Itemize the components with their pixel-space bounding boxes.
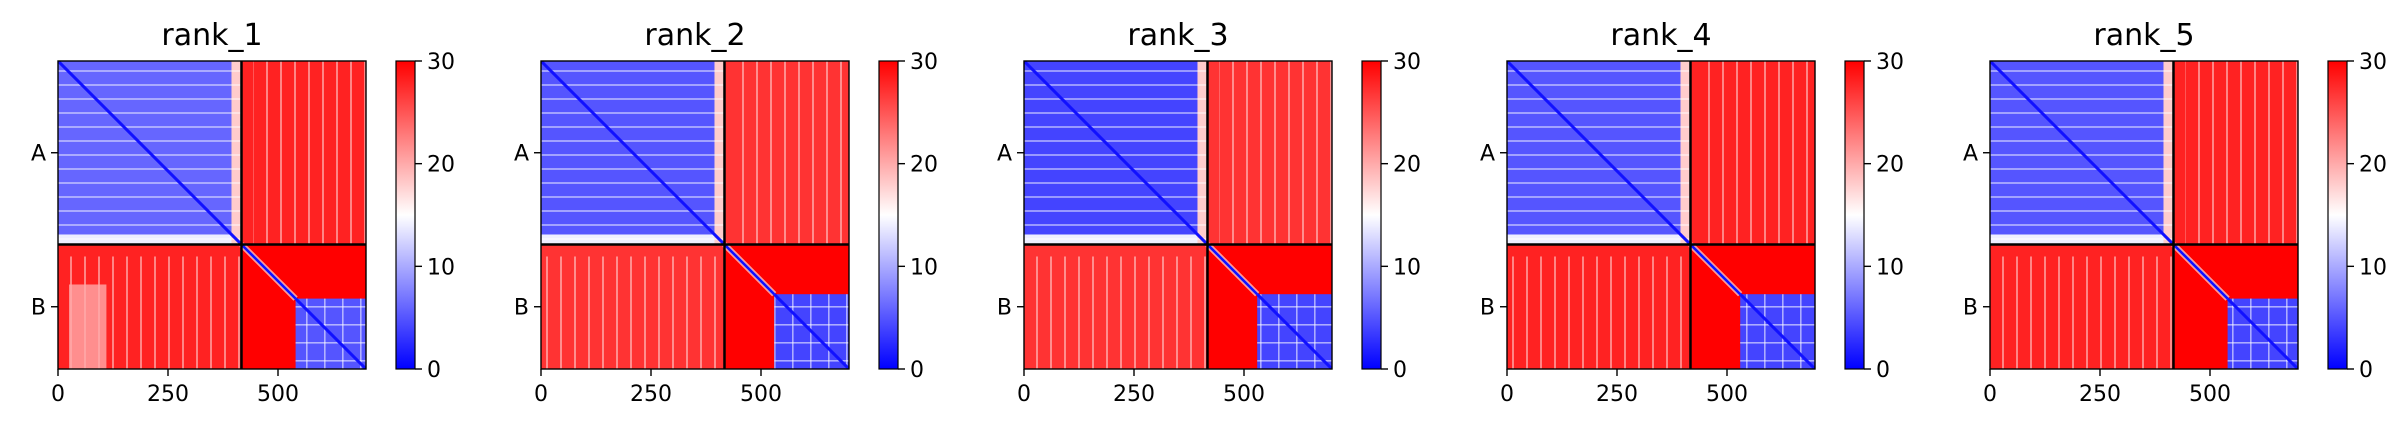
colorbar-tick-label: 30 [1393,50,1421,75]
heatmap-frame [1989,60,2299,370]
colorbar-tick-label: 30 [427,50,455,75]
panel-title: rank_2 [644,18,745,53]
colorbar-tick-label: 10 [1393,255,1421,280]
x-tick-label: 500 [2189,382,2231,407]
colorbar-tick-label: 30 [910,50,938,75]
x-tick-label: 250 [1113,382,1155,407]
y-tick-label: A [1480,142,1495,167]
heatmap-frame [57,60,367,370]
colorbar [2327,60,2348,370]
a-b-texture [1702,61,1815,245]
colorbar-tick-label: 30 [1876,50,1904,75]
heatmap-panel-4: rank_4 0 250 500 A B 0 10 20 30 [1480,18,1904,407]
x-tick-label: 250 [2079,382,2121,407]
heatmap-cells [1990,61,2298,369]
x-tick-label: 0 [51,382,65,407]
colorbar [878,60,899,370]
a-b-texture [253,61,366,245]
panel-title: rank_3 [1127,18,1228,53]
heatmap-cells [1024,61,1332,369]
b-a-texture [541,256,725,369]
heatmap-cells [541,61,849,369]
b-a-texture [1990,256,2174,369]
a-b-texture [2185,61,2298,245]
colorbar-tick-label: 0 [1876,358,1890,383]
panel-title: rank_5 [2093,18,2194,53]
x-tick-label: 250 [1596,382,1638,407]
diagonal [1689,243,1742,296]
b-a-texture [1024,256,1208,369]
x-tick-label: 0 [534,382,548,407]
colorbar-tick-label: 20 [1393,153,1421,178]
heatmap-panel-2: rank_2 0 250 500 A B 0 10 20 30 [514,18,938,407]
y-tick-label: A [1963,142,1978,167]
heatmap-frame [1506,60,1816,370]
heatmap-cells [1507,61,1815,369]
colorbar-tick-label: 10 [427,255,455,280]
colorbar-tick-label: 20 [427,153,455,178]
heatmap-frame [1023,60,1333,370]
colorbar-tick-label: 20 [1876,153,1904,178]
y-tick-label: B [997,296,1012,321]
diagonal [240,243,297,300]
colorbar-tick-label: 0 [2359,358,2373,383]
colorbar-tick-label: 10 [1876,255,1904,280]
heatmap-panel-1: rank_1 0 250 500 A B 0 10 20 30 [31,18,455,407]
colorbar-tick-label: 0 [1393,358,1407,383]
colorbar-tick-label: 30 [2359,50,2387,75]
diagonal [2172,243,2229,300]
y-tick-label: A [31,142,46,167]
colorbar [1844,60,1865,370]
x-tick-label: 500 [740,382,782,407]
x-tick-label: 500 [257,382,299,407]
x-tick-label: 0 [1500,382,1514,407]
x-tick-label: 0 [1983,382,1997,407]
panel-title: rank_1 [161,18,262,53]
colorbar-tick-label: 10 [910,255,938,280]
x-tick-label: 500 [1706,382,1748,407]
x-tick-label: 0 [1017,382,1031,407]
a-b-texture [1219,61,1332,245]
heatmap-panel-3: rank_3 0 250 500 A B 0 10 20 30 [997,18,1421,407]
y-tick-label: B [31,296,46,321]
colorbar-tick-label: 0 [427,358,441,383]
y-tick-label: A [997,142,1012,167]
x-tick-label: 250 [630,382,672,407]
colorbar [395,60,416,370]
panel-title: rank_4 [1610,18,1711,53]
diagonal [1990,61,2298,369]
colorbar-tick-label: 0 [910,358,924,383]
b-a-light-band [69,284,107,369]
diagonal [58,61,366,369]
diagonal [1507,61,1815,369]
y-tick-label: B [1963,296,1978,321]
y-tick-label: B [514,296,529,321]
colorbar-tick-label: 20 [910,153,938,178]
heatmap-frame [540,60,850,370]
x-tick-label: 500 [1223,382,1265,407]
x-tick-label: 250 [147,382,189,407]
b-a-texture [1507,256,1691,369]
panels-group: rank_1 0 250 500 A B 0 10 20 30 rank_2 0 250 500 A B 0 10… [31,18,2387,407]
y-tick-label: B [1480,296,1495,321]
diagonal [723,243,776,296]
diagonal [541,61,849,369]
heatmap-panel-5: rank_5 0 250 500 A B 0 10 20 30 [1963,18,2387,407]
y-tick-label: A [514,142,529,167]
heatmap-cells [58,61,366,369]
a-b-texture [736,61,849,245]
colorbar-tick-label: 20 [2359,153,2387,178]
diagonal [1024,61,1332,369]
diagonal [1206,243,1259,296]
colorbar [1361,60,1382,370]
colorbar-tick-label: 10 [2359,255,2387,280]
